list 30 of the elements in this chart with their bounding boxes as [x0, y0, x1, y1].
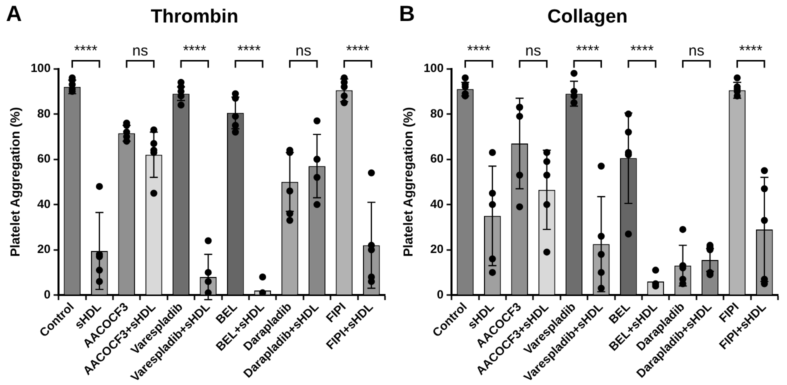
y-tick-label: 40: [430, 196, 444, 211]
y-tick-label: 80: [37, 106, 51, 120]
text: ns: [688, 42, 704, 60]
y-tick-label: 20: [430, 242, 444, 256]
text: ****: [182, 42, 206, 60]
text: ****: [576, 42, 600, 60]
y-axis-title: Platelet Aggregation (%): [400, 107, 416, 257]
text: B: [399, 1, 415, 26]
text: ns: [525, 42, 542, 60]
text: ****: [630, 42, 654, 60]
y-tick-label: 100: [30, 61, 51, 76]
text: ns: [132, 42, 148, 60]
y-tick-label: 60: [430, 152, 444, 166]
y-tick-label: 100: [424, 61, 444, 76]
text: ns: [295, 42, 312, 60]
y-tick-label: 20: [37, 242, 51, 256]
y-tick-label: 0: [44, 287, 51, 302]
y-tick-label: 0: [436, 287, 444, 302]
text: ****: [467, 42, 491, 60]
text: ****: [739, 42, 763, 60]
chart-title: Thrombin: [150, 6, 238, 28]
y-tick-label: 40: [37, 196, 51, 211]
y-tick-label: 60: [37, 152, 51, 166]
text: A: [6, 1, 22, 26]
text: ****: [346, 42, 370, 60]
y-axis-title: Platelet Aggregation (%): [7, 107, 22, 257]
text: ****: [74, 42, 98, 60]
y-tick-label: 80: [430, 106, 444, 120]
text: ****: [237, 42, 261, 60]
chart-title: Collagen: [547, 6, 628, 28]
